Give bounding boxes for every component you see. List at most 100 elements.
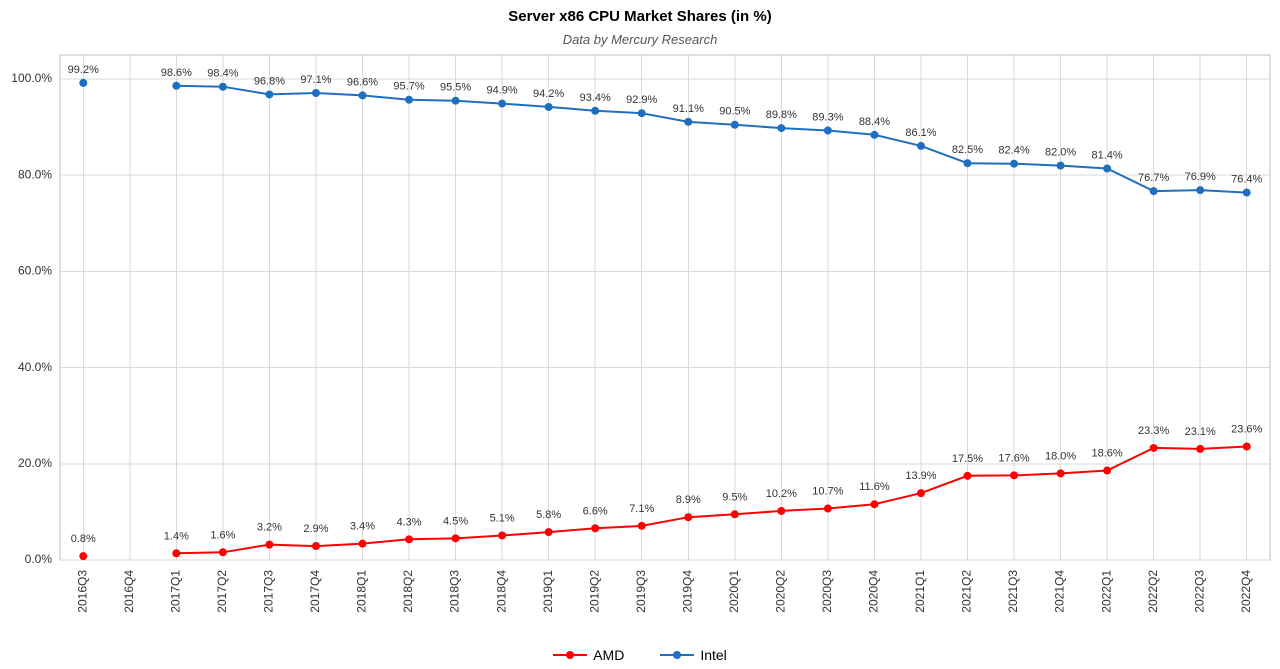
series-point [312, 89, 320, 97]
point-label: 82.5% [952, 144, 983, 156]
point-label: 3.4% [350, 521, 375, 533]
series-point [870, 131, 878, 139]
series-point [545, 103, 553, 111]
series-point [824, 127, 832, 135]
point-label: 88.4% [859, 116, 890, 128]
x-tick-label: 2021Q1 [913, 570, 927, 613]
x-tick-label: 2017Q1 [169, 570, 183, 613]
x-tick-label: 2021Q4 [1053, 570, 1067, 613]
legend-item-amd: AMD [553, 647, 624, 663]
point-label: 8.9% [676, 494, 701, 506]
series-point [172, 549, 180, 557]
point-label: 9.5% [722, 491, 747, 503]
point-label: 18.0% [1045, 450, 1076, 462]
x-tick-label: 2020Q3 [820, 570, 834, 613]
point-label: 1.4% [164, 530, 189, 542]
series-point [591, 524, 599, 532]
series-point [777, 507, 785, 515]
point-label: 95.7% [393, 81, 424, 93]
point-label: 94.2% [533, 88, 564, 100]
x-tick-label: 2022Q2 [1146, 570, 1160, 613]
legend-label: AMD [593, 647, 624, 663]
point-label: 2.9% [303, 523, 328, 535]
point-label: 76.4% [1231, 174, 1262, 186]
point-label: 82.0% [1045, 147, 1076, 159]
x-tick-label: 2018Q3 [448, 570, 462, 613]
point-label: 23.6% [1231, 423, 1262, 435]
point-label: 3.2% [257, 522, 282, 534]
series-point [359, 91, 367, 99]
point-label: 94.9% [487, 85, 518, 97]
y-tick-label: 20.0% [18, 456, 52, 470]
y-tick-label: 60.0% [18, 264, 52, 278]
point-label: 81.4% [1092, 150, 1123, 162]
series-point [545, 528, 553, 536]
point-label: 97.1% [300, 74, 331, 86]
x-tick-label: 2016Q4 [122, 570, 136, 613]
x-tick-label: 2022Q1 [1099, 570, 1113, 613]
point-label: 7.1% [629, 503, 654, 515]
x-tick-label: 2022Q4 [1239, 570, 1253, 613]
x-tick-label: 2021Q2 [960, 570, 974, 613]
series-point [638, 522, 646, 530]
chart-container: Server x86 CPU Market Shares (in %) Data… [0, 0, 1280, 669]
chart-plot: 0.0%20.0%40.0%60.0%80.0%100.0%2016Q32016… [0, 0, 1280, 669]
series-point [1103, 467, 1111, 475]
series-line-intel [176, 86, 1246, 193]
x-tick-label: 2019Q4 [680, 570, 694, 613]
point-label: 17.5% [952, 453, 983, 465]
point-label: 95.5% [440, 82, 471, 94]
series-point [684, 513, 692, 521]
point-label: 23.1% [1185, 426, 1216, 438]
series-point [870, 500, 878, 508]
x-tick-label: 2018Q2 [401, 570, 415, 613]
point-label: 23.3% [1138, 425, 1169, 437]
point-label: 91.1% [673, 103, 704, 115]
series-point [1010, 160, 1018, 168]
series-line-amd [176, 447, 1246, 554]
series-point [1196, 186, 1204, 194]
x-tick-label: 2019Q3 [634, 570, 648, 613]
x-tick-label: 2016Q3 [75, 570, 89, 613]
point-label: 89.3% [812, 112, 843, 124]
point-label: 96.8% [254, 75, 285, 87]
point-label: 4.3% [396, 516, 421, 528]
x-tick-label: 2018Q4 [494, 570, 508, 613]
x-tick-label: 2019Q2 [587, 570, 601, 613]
x-tick-label: 2018Q1 [355, 570, 369, 613]
point-label: 5.8% [536, 509, 561, 521]
point-label: 6.6% [583, 505, 608, 517]
point-label: 92.9% [626, 94, 657, 106]
chart-legend: AMDIntel [0, 643, 1280, 663]
point-label: 86.1% [905, 127, 936, 139]
x-tick-label: 2020Q1 [727, 570, 741, 613]
legend-swatch [553, 654, 587, 656]
point-label: 17.6% [998, 452, 1029, 464]
series-point [591, 107, 599, 115]
series-point [917, 142, 925, 150]
series-point [265, 541, 273, 549]
point-label: 99.2% [68, 64, 99, 76]
series-point [405, 535, 413, 543]
series-point [1150, 444, 1158, 452]
x-tick-label: 2017Q3 [262, 570, 276, 613]
series-point [405, 96, 413, 104]
series-point [498, 100, 506, 108]
point-label: 5.1% [490, 512, 515, 524]
y-tick-label: 0.0% [25, 552, 53, 566]
point-label: 96.6% [347, 76, 378, 88]
series-point [964, 472, 972, 480]
series-point [1057, 469, 1065, 477]
point-label: 13.9% [905, 470, 936, 482]
series-point [964, 159, 972, 167]
series-point [731, 121, 739, 129]
series-point [312, 542, 320, 550]
point-label: 76.9% [1185, 171, 1216, 183]
point-label: 76.7% [1138, 172, 1169, 184]
legend-marker-icon [566, 651, 574, 659]
legend-swatch [660, 654, 694, 656]
legend-marker-icon [673, 651, 681, 659]
series-point [265, 90, 273, 98]
point-label: 11.6% [859, 481, 890, 493]
y-tick-label: 40.0% [18, 360, 52, 374]
